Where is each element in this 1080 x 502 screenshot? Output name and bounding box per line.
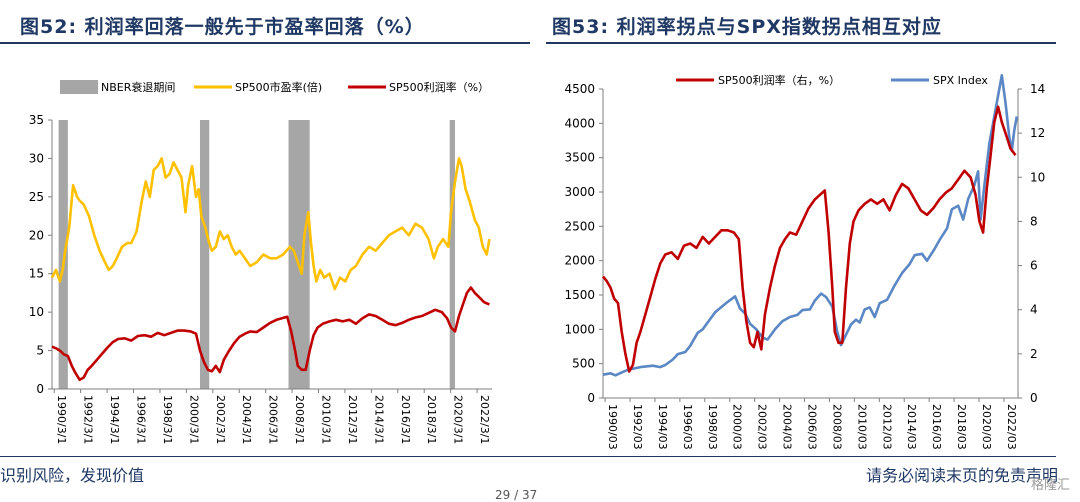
chart-53-svg: 0 500 1000 1500 2000 2500 3000 3500 4000 4500 0 2 4 6… bbox=[564, 73, 1045, 450]
title-underline-left bbox=[0, 42, 530, 44]
y-tick-label: 30 bbox=[29, 151, 44, 165]
y-tick-label: 35 bbox=[29, 113, 44, 127]
spx-index-line bbox=[602, 73, 1019, 377]
profit-margin-line bbox=[51, 286, 490, 382]
recession-bar bbox=[449, 120, 456, 389]
x-tick-label: 1992/3/1 bbox=[82, 395, 95, 444]
y-right-tick-label: 8 bbox=[1030, 214, 1038, 228]
legend-label-margin: SP500利润率（%） bbox=[389, 80, 489, 94]
x-tick-label: 1996/3/1 bbox=[135, 395, 148, 444]
x-tick-label: 1990/3/1 bbox=[55, 395, 68, 444]
x-tick-label: 2012/3/1 bbox=[346, 395, 359, 444]
footer-disclaimer: 请务必阅读末页的免责声明 bbox=[865, 466, 1058, 485]
x-tick-label: 1992/03 bbox=[631, 404, 644, 450]
y-right-tick-label: 14 bbox=[1030, 82, 1045, 96]
y-left-tick-label: 2500 bbox=[564, 219, 595, 233]
x-tick-label: 1994/3/1 bbox=[108, 395, 121, 444]
y-left-tick-label: 1000 bbox=[564, 322, 595, 336]
x-tick-label: 1990/03 bbox=[606, 404, 619, 450]
chart-52: 0 5 10 15 20 25 30 35 1990/3/1 1992/3/1 1994/3/1 19… bbox=[0, 50, 535, 450]
y-left-tick-label: 500 bbox=[572, 357, 595, 371]
x-tick-label: 2010/03 bbox=[855, 404, 868, 450]
pe-ratio-line bbox=[50, 157, 491, 291]
y-left-tick-label: 2000 bbox=[564, 254, 595, 268]
chart-52-svg: 0 5 10 15 20 25 30 35 1990/3/1 1992/3/1 1994/3/1 19… bbox=[29, 80, 492, 444]
legend-label-recession: NBER衰退期间 bbox=[101, 80, 175, 94]
x-tick-label: 2022/3/1 bbox=[478, 395, 491, 444]
legend-label-pe: SP500市盈率(倍) bbox=[235, 80, 322, 94]
y-left-tick-label: 0 bbox=[587, 391, 595, 405]
y-left-tick-label: 4000 bbox=[564, 116, 595, 130]
x-tick-label: 2012/03 bbox=[880, 404, 893, 450]
y-tick-label: 15 bbox=[29, 267, 44, 281]
x-tick-label: 2006/3/1 bbox=[267, 395, 280, 444]
x-tick-label: 2020/03 bbox=[980, 404, 993, 450]
x-tick-label: 2000/3/1 bbox=[187, 395, 200, 444]
recession-bar bbox=[58, 120, 68, 389]
y-left-tick-label: 3500 bbox=[564, 151, 595, 165]
y-right-tick-label: 4 bbox=[1030, 303, 1038, 317]
y-tick-label: 5 bbox=[36, 344, 44, 358]
x-tick-label: 2008/3/1 bbox=[293, 395, 306, 444]
legend-label-spx: SPX Index bbox=[933, 74, 988, 87]
x-tick-label: 2008/03 bbox=[830, 404, 843, 450]
y-right-tick-label: 0 bbox=[1030, 391, 1038, 405]
x-tick-label: 2014/3/1 bbox=[372, 395, 385, 444]
x-tick-label: 1998/3/1 bbox=[161, 395, 174, 444]
watermark-logo: 格隆汇 bbox=[1030, 478, 1070, 493]
recession-bar bbox=[199, 120, 210, 389]
y-left-tick-label: 1500 bbox=[564, 288, 595, 302]
x-tick-label: 2000/03 bbox=[731, 404, 744, 450]
x-tick-label: 2002/03 bbox=[756, 404, 769, 450]
x-tick-label: 2014/03 bbox=[905, 404, 918, 450]
title-underline-right bbox=[546, 42, 1056, 44]
x-tick-label: 1996/03 bbox=[681, 404, 694, 450]
x-tick-label: 2004/3/1 bbox=[240, 395, 253, 444]
x-tick-label: 2006/03 bbox=[806, 404, 819, 450]
footer-slogan: 识别风险，发现价值 bbox=[0, 466, 145, 485]
y-left-tick-label: 4500 bbox=[564, 82, 595, 96]
recession-bar bbox=[288, 120, 310, 389]
page-number: 29 / 37 bbox=[495, 488, 538, 502]
profit-margin-line bbox=[602, 105, 1017, 373]
x-tick-label: 2018/03 bbox=[955, 404, 968, 450]
legend-label-margin: SP500利润率（右，%） bbox=[718, 73, 840, 87]
y-tick-label: 20 bbox=[29, 228, 44, 242]
x-tick-label: 2016/3/1 bbox=[399, 395, 412, 444]
x-tick-label: 1998/03 bbox=[706, 404, 719, 450]
y-tick-label: 10 bbox=[29, 305, 44, 319]
legend-swatch-recession bbox=[60, 80, 98, 94]
y-tick-label: 0 bbox=[36, 382, 44, 396]
chart-53: 0 500 1000 1500 2000 2500 3000 3500 4000 4500 0 2 4 6… bbox=[548, 50, 1063, 450]
y-left-tick-label: 3000 bbox=[564, 185, 595, 199]
x-tick-label: 2022/03 bbox=[1005, 404, 1018, 450]
figure-52-title: 图52: 利润率回落一般先于市盈率回落（%） bbox=[20, 16, 425, 38]
y-tick-label: 25 bbox=[29, 190, 44, 204]
y-right-tick-label: 10 bbox=[1030, 170, 1045, 184]
x-tick-label: 2020/3/1 bbox=[452, 395, 465, 444]
figure-53-title: 图53: 利润率拐点与SPX指数拐点相互对应 bbox=[552, 16, 942, 38]
x-tick-label: 2002/3/1 bbox=[214, 395, 227, 444]
footer-divider bbox=[0, 456, 1056, 457]
x-tick-label: 2016/03 bbox=[930, 404, 943, 450]
x-tick-label: 2018/3/1 bbox=[425, 395, 438, 444]
y-right-tick-label: 6 bbox=[1030, 259, 1038, 273]
x-tick-label: 2004/03 bbox=[781, 404, 794, 450]
x-tick-label: 1994/03 bbox=[656, 404, 669, 450]
x-tick-label: 2010/3/1 bbox=[320, 395, 333, 444]
y-right-tick-label: 12 bbox=[1030, 126, 1045, 140]
y-right-tick-label: 2 bbox=[1030, 347, 1038, 361]
